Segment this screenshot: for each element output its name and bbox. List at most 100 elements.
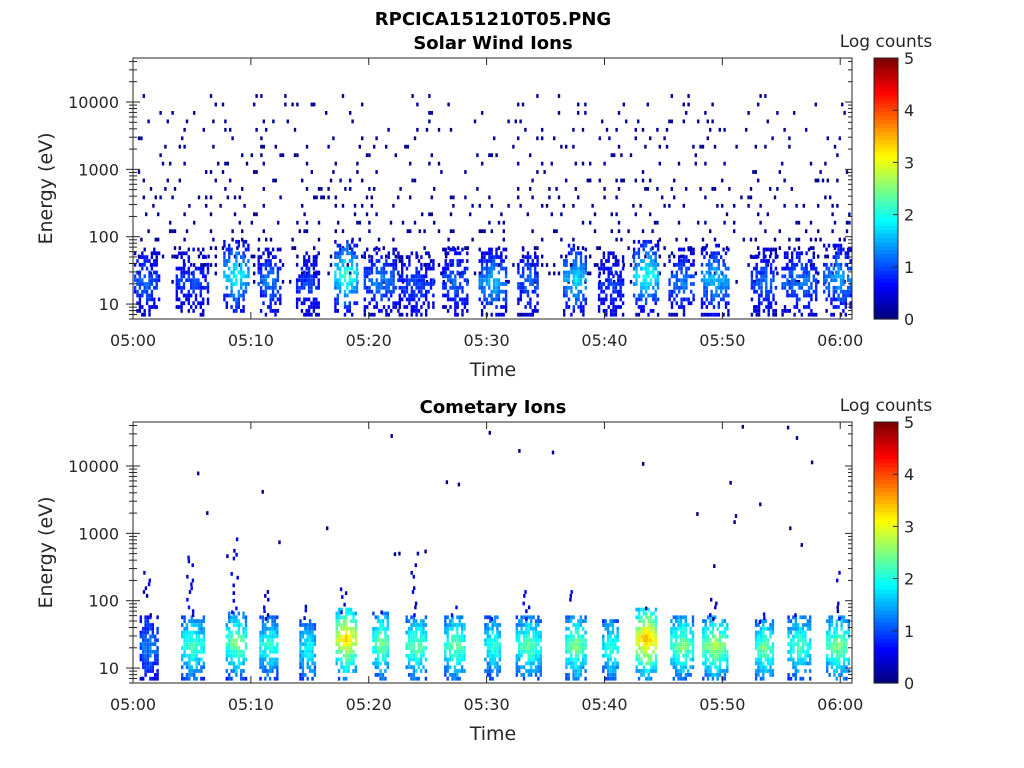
spectrogram-cell [498, 646, 501, 650]
spectrogram-cell [644, 274, 648, 279]
spectrogram-cell [563, 293, 566, 298]
spectrogram-cell [810, 309, 813, 313]
spectrogram-cell [574, 630, 578, 635]
spectrogram-cell [373, 305, 376, 309]
spectrogram-cell [833, 220, 837, 225]
spectrogram-cell [194, 285, 198, 290]
spectrogram-cell [750, 285, 754, 290]
colorbar-segment [874, 278, 898, 283]
spectrogram-cell [519, 285, 522, 290]
spectrogram-cell [193, 676, 196, 681]
spectrogram-cell [361, 254, 364, 259]
spectrogram-cell [413, 289, 416, 294]
spectrogram-cell [640, 293, 643, 298]
spectrogram-cell [491, 653, 494, 658]
spectrogram-cell [531, 278, 534, 283]
spectrogram-cell [690, 262, 693, 267]
spectrogram-cell [308, 646, 312, 650]
spectrogram-cell [240, 255, 243, 259]
spectrogram-cell [448, 649, 452, 654]
spectrogram-cell [299, 649, 302, 654]
spectrogram-cell [237, 251, 240, 256]
spectrogram-cell [197, 254, 201, 259]
spectrogram-cell [570, 266, 573, 271]
spectrogram-cell [522, 289, 525, 294]
spectrogram-cell [266, 615, 269, 620]
spectrogram-cell [560, 254, 563, 259]
spectrogram-cell [461, 309, 464, 313]
spectrogram-cell [712, 617, 715, 621]
spectrogram-cell [310, 170, 313, 174]
spectrogram-cell [457, 246, 460, 250]
spectrogram-cell [276, 274, 280, 279]
spectrogram-cell [349, 642, 353, 647]
spectrogram-cell [405, 619, 408, 623]
spectrogram-cell [392, 247, 395, 252]
spectrogram-cell [726, 669, 729, 673]
spectrogram-cell [197, 247, 200, 252]
spectrogram-cell [187, 259, 190, 263]
spectrogram-cell [460, 669, 464, 673]
spectrogram-cell [259, 270, 263, 275]
spectrogram-cell [284, 94, 287, 98]
spectrogram-cell [352, 611, 355, 616]
spectrogram-cell [420, 266, 423, 271]
spectrogram-cell [200, 623, 203, 627]
spectrogram-cell [416, 551, 420, 556]
spectrogram-cell [605, 309, 608, 313]
spectrogram-cell [517, 187, 520, 191]
spectrogram-cell [649, 642, 653, 647]
spectrogram-cell [619, 289, 622, 294]
spectrogram-cell [589, 178, 592, 183]
spectrogram-cell [279, 259, 282, 263]
spectrogram-cell [424, 657, 428, 662]
spectrogram-cell [616, 634, 619, 639]
spectrogram-cell [310, 278, 313, 283]
spectrogram-cell [644, 239, 648, 244]
spectrogram-cell [491, 661, 494, 666]
spectrogram-cell [377, 653, 380, 658]
spectrogram-cell [458, 282, 462, 286]
spectrogram-cell [271, 623, 274, 627]
spectrogram-cell [146, 615, 150, 620]
spectrogram-cell [706, 649, 710, 654]
spectrogram-cell [295, 301, 299, 306]
spectrogram-cell [649, 661, 653, 666]
spectrogram-cell [838, 237, 841, 242]
spectrogram-cell [579, 646, 582, 650]
spectrogram-cell [398, 305, 401, 309]
spectrogram-cell [607, 255, 610, 259]
spectrogram-cell [722, 262, 725, 267]
spectrogram-cell [691, 646, 695, 650]
spectrogram-cell [444, 305, 447, 309]
spectrogram-cell [812, 262, 815, 267]
spectrogram-cell [148, 278, 151, 283]
spectrogram-cell [637, 262, 641, 267]
spectrogram-cell [703, 312, 706, 317]
spectrogram-cell [609, 649, 612, 654]
spectrogram-cell [490, 301, 493, 306]
spectrogram-cell [308, 638, 312, 643]
spectrogram-cell [188, 634, 191, 639]
spectrogram-cell [498, 630, 501, 635]
spectrogram-cell [515, 634, 518, 639]
spectrogram-cell [156, 615, 159, 620]
spectrogram-cell [440, 271, 443, 276]
spectrogram-cell [705, 251, 708, 256]
spectrogram-cell [417, 626, 420, 631]
spectrogram-cell [577, 274, 580, 279]
spectrogram-cell [687, 649, 690, 654]
spectrogram-cell [478, 285, 481, 290]
spectrogram-cell [185, 661, 189, 666]
spectrogram-cell [397, 309, 400, 313]
spectrogram-cell [837, 251, 840, 256]
spectrogram-cell [276, 661, 279, 666]
spectrogram-cell [237, 243, 240, 248]
spectrogram-cell [679, 661, 683, 666]
spectrogram-cell [525, 609, 528, 614]
spectrogram-cell [717, 266, 720, 271]
spectrogram-cell [602, 634, 605, 639]
spectrogram-cell [757, 623, 760, 627]
spectrogram-cell [672, 676, 675, 681]
spectrogram-cell [727, 312, 730, 317]
